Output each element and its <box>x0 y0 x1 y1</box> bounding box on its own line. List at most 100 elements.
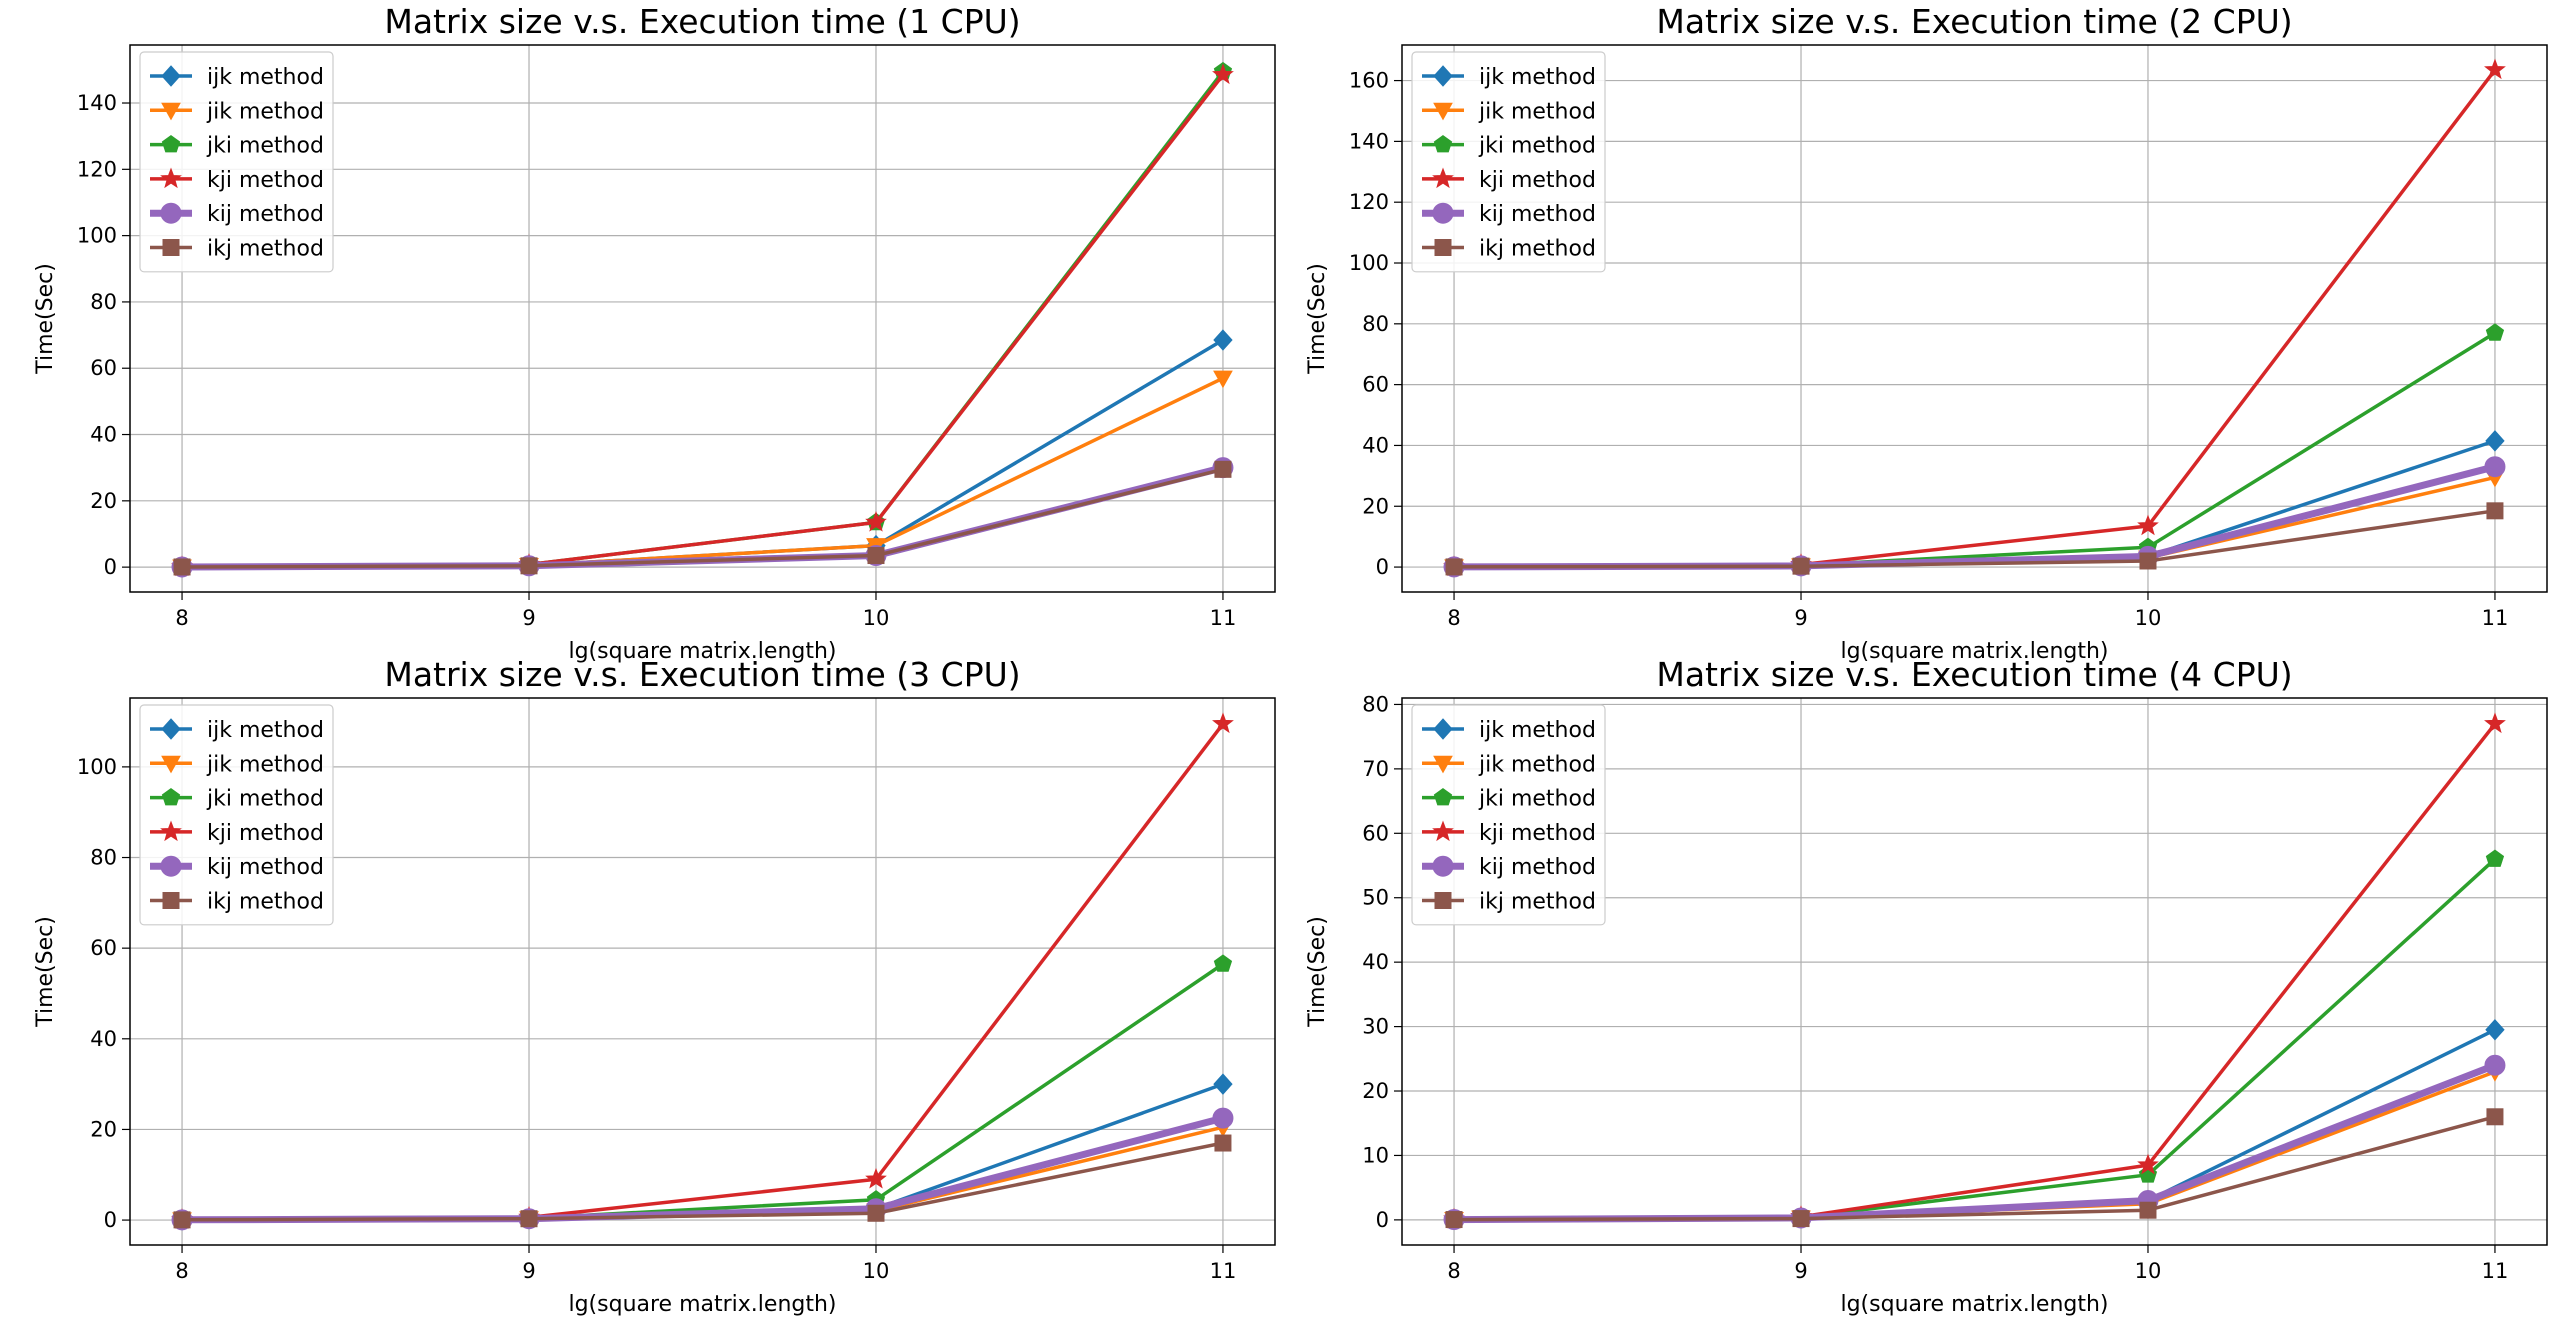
legend-marker <box>1435 893 1451 909</box>
x-tick-label: 10 <box>863 606 890 630</box>
data-point <box>521 1211 537 1227</box>
chart-title: Matrix size v.s. Execution time (3 CPU) <box>384 655 1020 694</box>
legend-label: kji method <box>207 821 324 846</box>
legend-label: ikj method <box>207 237 324 262</box>
data-point <box>174 1212 190 1228</box>
chart-title: Matrix size v.s. Execution time (2 CPU) <box>1656 2 2292 41</box>
y-tick-label: 0 <box>104 555 117 579</box>
y-axis-label: Time(Sec) <box>1305 263 1330 375</box>
data-point <box>2487 1109 2503 1125</box>
data-point <box>868 1205 884 1221</box>
legend-marker <box>163 240 179 256</box>
data-point <box>2485 457 2505 477</box>
x-tick-label: 9 <box>1794 606 1807 630</box>
legend-label: ijk method <box>207 65 324 90</box>
legend-marker <box>163 893 179 909</box>
x-tick-label: 9 <box>522 606 535 630</box>
legend: ijk method jik method jki method kji method… <box>140 52 333 272</box>
legend-marker <box>1433 203 1453 223</box>
y-tick-label: 160 <box>1349 69 1389 93</box>
x-tick-label: 9 <box>1794 1259 1807 1283</box>
legend-label: jki method <box>1478 787 1596 812</box>
legend-marker <box>161 203 181 223</box>
legend-marker <box>1433 856 1453 876</box>
x-axis-label: lg(square matrix.length) <box>568 1292 836 1317</box>
x-tick-label: 10 <box>2135 606 2162 630</box>
y-tick-label: 60 <box>1362 821 1389 845</box>
legend-label: ikj method <box>207 890 324 915</box>
legend-label: kji method <box>1479 168 1596 193</box>
y-tick-label: 100 <box>1349 251 1389 275</box>
data-point <box>1793 1211 1809 1227</box>
legend-label: kij method <box>207 855 324 880</box>
y-axis-label: Time(Sec) <box>33 916 58 1028</box>
legend-label: kij method <box>207 202 324 227</box>
x-tick-label: 11 <box>2482 1259 2509 1283</box>
y-tick-label: 80 <box>1362 692 1389 716</box>
data-point <box>1215 461 1231 477</box>
y-tick-label: 20 <box>1362 494 1389 518</box>
data-point <box>521 558 537 574</box>
x-tick-label: 8 <box>175 606 188 630</box>
x-tick-label: 10 <box>2135 1259 2162 1283</box>
legend-marker <box>1435 240 1451 256</box>
y-tick-label: 100 <box>77 755 117 779</box>
y-tick-label: 140 <box>1349 129 1389 153</box>
chart-panel-2: 8 9 10 11 0 20 40 60 80 100 120 140 160 Matrix size v… <box>1305 2 2547 664</box>
y-tick-label: 60 <box>1362 373 1389 397</box>
x-axis-label: lg(square matrix.length) <box>1840 1292 2108 1317</box>
y-tick-label: 0 <box>1376 1208 1389 1232</box>
y-tick-label: 40 <box>1362 433 1389 457</box>
x-tick-label: 11 <box>1210 1259 1237 1283</box>
x-tick-label: 8 <box>1447 606 1460 630</box>
legend: ijk method jik method jki method kji method… <box>1412 705 1605 925</box>
legend-label: ijk method <box>1479 65 1596 90</box>
data-point <box>174 559 190 575</box>
y-tick-label: 20 <box>90 489 117 513</box>
legend-label: kji method <box>207 168 324 193</box>
legend-marker <box>161 856 181 876</box>
legend: ijk method jik method jki method kji method… <box>1412 52 1605 272</box>
legend-label: jki method <box>206 134 324 159</box>
x-tick-label: 8 <box>175 1259 188 1283</box>
y-tick-label: 0 <box>104 1208 117 1232</box>
y-tick-label: 60 <box>90 356 117 380</box>
x-tick-label: 11 <box>2482 606 2509 630</box>
chart-panel-1: 8 9 10 11 0 20 40 60 80 100 120 140 Matrix size v.s.… <box>33 2 1275 664</box>
y-tick-label: 40 <box>90 1027 117 1051</box>
legend-label: ijk method <box>207 718 324 743</box>
x-tick-label: 9 <box>522 1259 535 1283</box>
legend-label: jik method <box>1478 752 1596 777</box>
y-axis-label: Time(Sec) <box>33 263 58 375</box>
legend-label: kij method <box>1479 202 1596 227</box>
y-tick-label: 80 <box>1362 312 1389 336</box>
y-tick-label: 100 <box>77 224 117 248</box>
data-point <box>2140 1202 2156 1218</box>
chart-panel-3: 8 9 10 11020406080100Matrix size v.s. Execu… <box>33 655 1275 1317</box>
y-axis-label: Time(Sec) <box>1305 916 1330 1028</box>
data-point <box>1215 1135 1231 1151</box>
data-point <box>1446 1212 1462 1228</box>
y-tick-label: 60 <box>90 936 117 960</box>
data-point <box>1446 559 1462 575</box>
data-point <box>2485 1055 2505 1075</box>
legend-label: ikj method <box>1479 890 1596 915</box>
legend-label: kij method <box>1479 855 1596 880</box>
legend-label: jki method <box>1478 134 1596 159</box>
chart-panel-4: 8 9 10 1101020304050607080Matrix size v.s. … <box>1305 655 2547 1317</box>
y-tick-label: 70 <box>1362 757 1389 781</box>
data-point <box>2140 553 2156 569</box>
legend-label: ijk method <box>1479 718 1596 743</box>
chart-title: Matrix size v.s. Execution time (1 CPU) <box>384 2 1020 41</box>
legend-label: ikj method <box>1479 237 1596 262</box>
y-tick-label: 120 <box>1349 190 1389 214</box>
legend-label: jik method <box>206 752 324 777</box>
x-tick-label: 8 <box>1447 1259 1460 1283</box>
legend-label: jik method <box>206 99 324 124</box>
x-tick-label: 10 <box>863 1259 890 1283</box>
data-point <box>2487 503 2503 519</box>
y-tick-label: 20 <box>90 1117 117 1141</box>
legend-label: jki method <box>206 787 324 812</box>
